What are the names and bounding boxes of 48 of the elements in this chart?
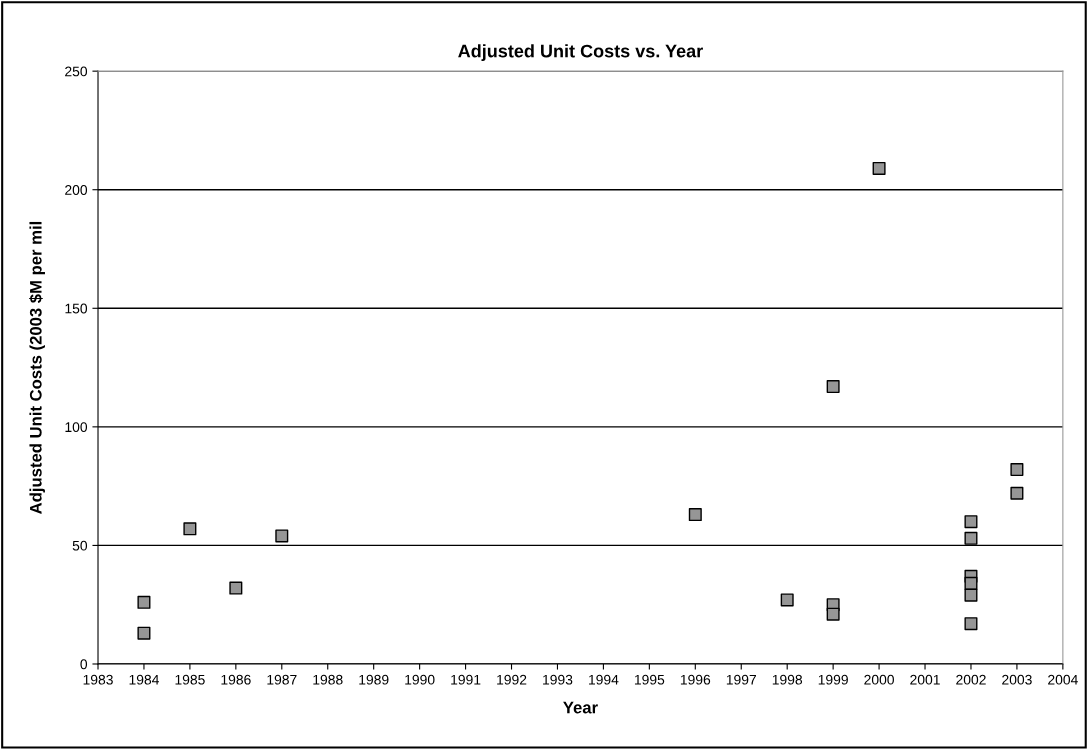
- point: [964, 588, 978, 602]
- point: [1010, 486, 1024, 500]
- x-tick-label: 1990: [405, 674, 435, 685]
- y-tick-label: 100: [65, 422, 88, 433]
- x-tick-label: 1994: [589, 674, 619, 685]
- x-tick-label: 1999: [818, 674, 848, 685]
- x-tick-label: 1997: [726, 674, 756, 685]
- x-tick-label: 1989: [359, 674, 389, 685]
- point: [688, 508, 702, 522]
- x-tick-label: 1986: [221, 674, 251, 685]
- y-tick-label: 0: [80, 659, 88, 670]
- y-axis-title: Adjusted Unit Costs (2003 $M per mil: [29, 221, 45, 514]
- point: [964, 576, 978, 590]
- x-axis-title: Year: [563, 701, 598, 714]
- point: [137, 595, 151, 609]
- x-tick-label: 2003: [1002, 674, 1032, 685]
- x-tick-label: 1984: [129, 674, 159, 685]
- point: [826, 607, 840, 621]
- point: [826, 380, 840, 394]
- x-tick-label: 1995: [634, 674, 665, 685]
- point: [872, 161, 886, 175]
- y-tick-label: 50: [72, 540, 88, 551]
- y-tick-label: 150: [65, 303, 88, 314]
- point: [137, 626, 151, 640]
- x-tick-label: 2004: [1048, 674, 1078, 685]
- point: [780, 593, 794, 607]
- x-tick-label: 1998: [772, 674, 803, 685]
- chart-title: Adjusted Unit Costs vs. Year: [458, 44, 703, 62]
- x-tick-label: 1988: [313, 674, 343, 685]
- point: [964, 515, 978, 529]
- x-tick-label: 1993: [543, 674, 573, 685]
- x-tick-label: 1985: [175, 674, 205, 685]
- point: [964, 617, 978, 631]
- point: [229, 581, 243, 595]
- x-tick-label: 2000: [864, 674, 894, 685]
- x-tick-label: 2001: [910, 674, 940, 685]
- x-tick-label: 1983: [83, 674, 113, 685]
- point: [183, 522, 197, 536]
- point: [964, 531, 978, 545]
- x-tick-label: 1987: [267, 674, 297, 685]
- x-tick-label: 1992: [497, 674, 527, 685]
- y-tick-label: 200: [65, 185, 88, 195]
- y-tick-label: 250: [65, 66, 88, 77]
- x-tick-label: 2002: [956, 674, 986, 685]
- x-tick-label: 1991: [451, 674, 481, 685]
- point: [275, 529, 289, 543]
- x-tick-label: 1996: [680, 674, 711, 685]
- point: [1010, 463, 1024, 477]
